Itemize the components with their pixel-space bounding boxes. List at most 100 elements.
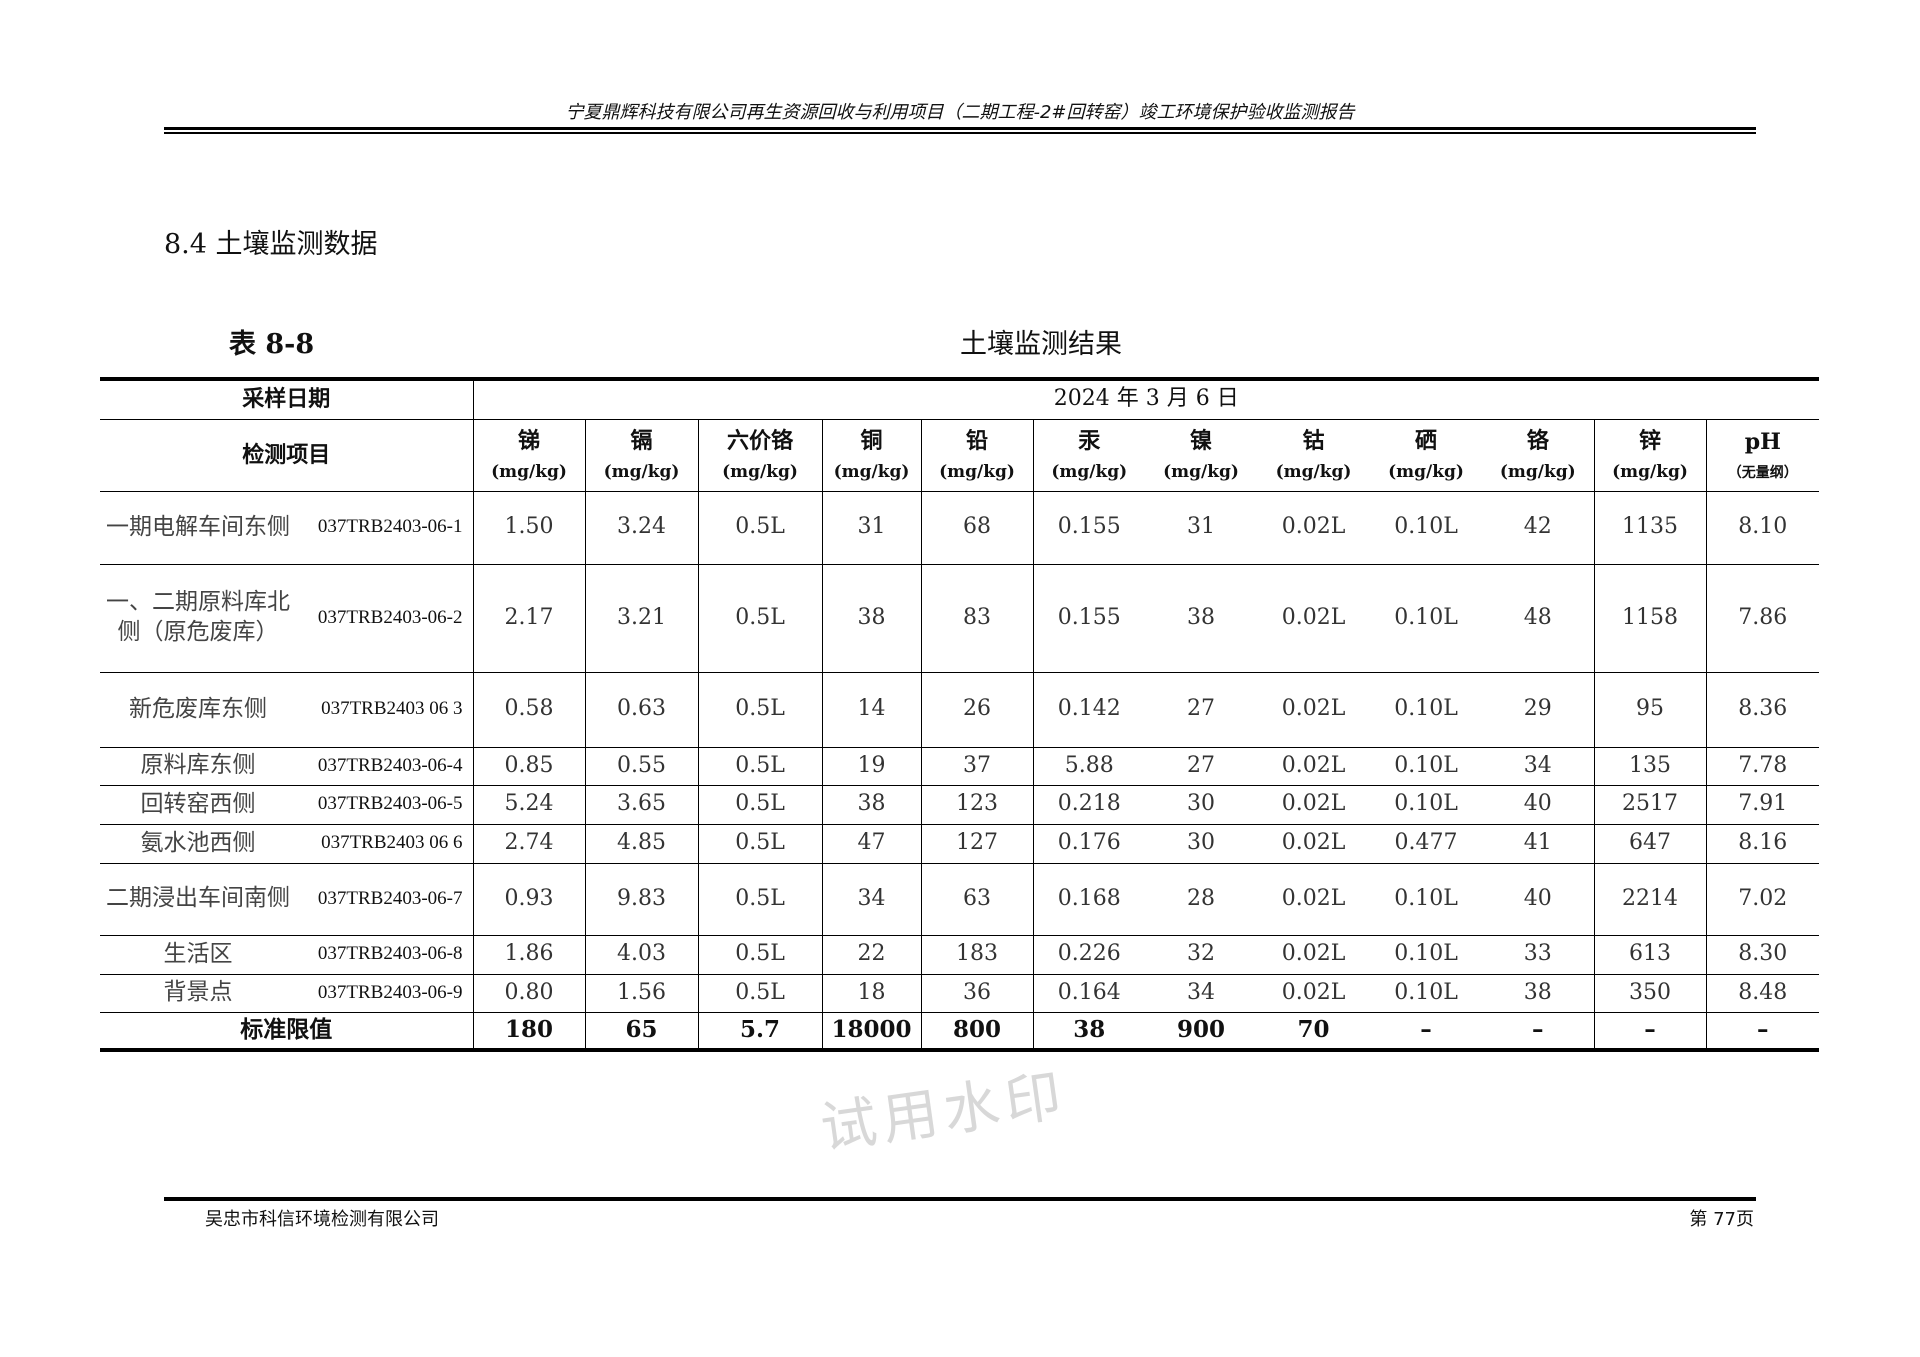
value-cell: 1.86 xyxy=(472,934,586,975)
item-label: 检测项目 xyxy=(100,418,474,492)
value-cell: 4.03 xyxy=(584,934,699,975)
value-cell: 0.5L xyxy=(697,862,823,936)
standard-limit-value: 5.7 xyxy=(697,1011,823,1051)
location-cell: 氨水池西侧 xyxy=(100,823,296,864)
standard-limit-value: 18000 xyxy=(821,1011,922,1051)
location-cell: 一期电解车间东侧 xyxy=(100,490,296,565)
value-cell: 7.02 xyxy=(1705,862,1820,936)
value-cell: 0.168 xyxy=(1032,862,1146,936)
column-header: 锌 (mg/kg) xyxy=(1593,418,1707,492)
value-cell: 95 xyxy=(1593,671,1707,748)
column-header: 锑 (mg/kg) xyxy=(472,418,586,492)
value-cell: 0.142 xyxy=(1032,671,1146,748)
column-header-row: 检测项目 锑 (mg/kg) 镉 (mg/kg) 六价铬 (mg/kg) 铜 (mg/kg) 铅… xyxy=(100,418,1820,492)
value-cell: 9.83 xyxy=(584,862,699,936)
value-cell: 48 xyxy=(1482,563,1595,673)
standard-limit-value: 65 xyxy=(584,1011,699,1051)
value-cell: 38 xyxy=(821,784,922,825)
column-name: 锑 xyxy=(518,427,541,454)
value-cell: 41 xyxy=(1482,823,1595,864)
sampling-date-label: 采样日期 xyxy=(100,378,474,420)
value-cell: 30 xyxy=(1145,784,1258,825)
column-header: pH （无量纲） xyxy=(1705,418,1820,492)
table-row: 一期电解车间东侧 037TRB2403-06-1 1.50 3.24 0.5L 31 68 0… xyxy=(100,490,1820,565)
sampling-date-row: 采样日期 2024 年 3 月 6 日 xyxy=(100,378,1820,420)
location-cell: 回转窑西侧 xyxy=(100,784,296,825)
column-unit: (mg/kg) xyxy=(1388,462,1464,483)
header-rule-thin xyxy=(164,132,1756,134)
standard-limit-value: – xyxy=(1593,1011,1707,1051)
value-cell: 0.10L xyxy=(1370,973,1483,1013)
column-name: 钴 xyxy=(1302,427,1325,454)
value-cell: 0.10L xyxy=(1370,862,1483,936)
column-name: pH xyxy=(1744,428,1781,455)
value-cell: 5.24 xyxy=(472,784,586,825)
standard-limit-value: 900 xyxy=(1145,1011,1258,1051)
table-row: 氨水池西侧 037TRB2403 06 6 2.74 4.85 0.5L 47 127 0.1… xyxy=(100,823,1820,864)
sample-code-cell: 037TRB2403-06-7 xyxy=(296,862,474,936)
column-header: 铬 (mg/kg) xyxy=(1482,418,1595,492)
value-cell: 34 xyxy=(1145,973,1258,1013)
column-header: 铅 (mg/kg) xyxy=(920,418,1034,492)
value-cell: 40 xyxy=(1482,862,1595,936)
column-name: 铬 xyxy=(1526,427,1549,454)
page-number: 第 77页 xyxy=(1689,1209,1754,1230)
value-cell: 42 xyxy=(1482,490,1595,565)
value-cell: 3.65 xyxy=(584,784,699,825)
value-cell: 0.63 xyxy=(584,671,699,748)
table-row: 二期浸出车间南侧 037TRB2403-06-7 0.93 9.83 0.5L 34 63 0… xyxy=(100,862,1820,936)
sample-code-cell: 037TRB2403 06 6 xyxy=(296,823,474,864)
table-title: 土壤监测结果 xyxy=(960,329,1122,360)
value-cell: 14 xyxy=(821,671,922,748)
value-cell: 350 xyxy=(1593,973,1707,1013)
table-row: 回转窑西侧 037TRB2403-06-5 5.24 3.65 0.5L 38 123 0.2… xyxy=(100,784,1820,825)
value-cell: 40 xyxy=(1482,784,1595,825)
location-cell: 生活区 xyxy=(100,934,296,975)
column-unit: (mg/kg) xyxy=(939,462,1015,483)
sample-code-cell: 037TRB2403-06-8 xyxy=(296,934,474,975)
standard-limit-row: 标准限值 180 65 5.7 18000 800 38 900 70– – – – xyxy=(100,1011,1820,1051)
value-cell: 37 xyxy=(920,746,1034,786)
value-cell: 0.80 xyxy=(472,973,586,1013)
value-cell: 0.02L xyxy=(1257,746,1371,786)
column-header: 铜 (mg/kg) xyxy=(821,418,922,492)
column-name: 六价铬 xyxy=(727,427,794,454)
value-cell: 3.24 xyxy=(584,490,699,565)
value-cell: 0.5L xyxy=(697,490,823,565)
sampling-date: 2024 年 3 月 6 日 xyxy=(472,378,1820,420)
value-cell: 7.78 xyxy=(1705,746,1820,786)
section-title: 8.4 土壤监测数据 xyxy=(164,229,378,260)
column-name: 镍 xyxy=(1190,427,1213,454)
value-cell: 0.5L xyxy=(697,563,823,673)
value-cell: 1.50 xyxy=(472,490,586,565)
column-unit: （无量纲） xyxy=(1727,465,1798,482)
column-header: 硒 (mg/kg) xyxy=(1370,418,1483,492)
value-cell: 0.02L xyxy=(1257,563,1371,673)
value-cell: 2214 xyxy=(1593,862,1707,936)
column-header: 钴 (mg/kg) xyxy=(1257,418,1371,492)
footer-rule xyxy=(164,1197,1756,1201)
value-cell: 0.477 xyxy=(1370,823,1483,864)
value-cell: 0.02L xyxy=(1257,490,1371,565)
value-cell: 30 xyxy=(1145,823,1258,864)
value-cell: 0.5L xyxy=(697,973,823,1013)
column-unit: (mg/kg) xyxy=(722,462,798,483)
value-cell: 0.10L xyxy=(1370,563,1483,673)
location-cell: 一、二期原料库北侧（原危废库） xyxy=(100,563,296,673)
value-cell: 0.02L xyxy=(1257,671,1371,748)
value-cell: 8.16 xyxy=(1705,823,1820,864)
value-cell: 19 xyxy=(821,746,922,786)
value-cell: 0.02L xyxy=(1257,973,1371,1013)
header-rule xyxy=(164,127,1756,130)
value-cell: 0.164 xyxy=(1032,973,1146,1013)
column-unit: (mg/kg) xyxy=(1612,462,1688,483)
value-cell: 33 xyxy=(1482,934,1595,975)
value-cell: 123 xyxy=(920,784,1034,825)
location-cell: 背景点 xyxy=(100,973,296,1013)
column-unit: (mg/kg) xyxy=(1275,462,1352,483)
column-header: 镍 (mg/kg) xyxy=(1145,418,1258,492)
value-cell: 127 xyxy=(920,823,1034,864)
value-cell: 183 xyxy=(920,934,1034,975)
value-cell: 7.91 xyxy=(1705,784,1820,825)
value-cell: 0.02L xyxy=(1257,862,1371,936)
